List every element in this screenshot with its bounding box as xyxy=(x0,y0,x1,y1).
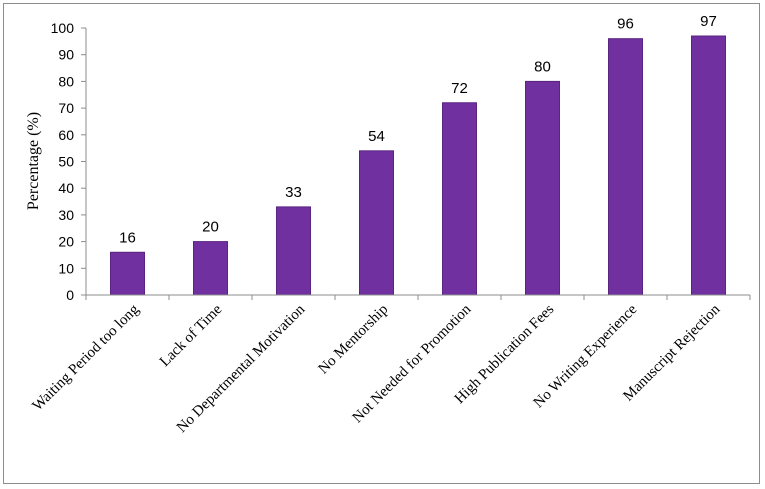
y-tick-label: 70 xyxy=(58,100,74,116)
data-label: 16 xyxy=(119,229,136,246)
bars-group xyxy=(110,35,726,296)
data-label: 80 xyxy=(534,58,551,75)
bar xyxy=(110,251,145,296)
bar xyxy=(276,206,311,296)
data-labels-group: 16 20 33 54 72 80 96 97 xyxy=(119,13,717,246)
y-tick-label: 10 xyxy=(58,260,74,276)
bar xyxy=(193,241,228,296)
x-category-label: Waiting Period too long xyxy=(30,301,143,414)
y-tick-label: 90 xyxy=(58,47,74,63)
y-tick-label: 50 xyxy=(58,154,74,170)
y-axis-label: Percentage (%) xyxy=(25,112,42,210)
bar xyxy=(608,38,643,296)
y-tick-label: 100 xyxy=(51,20,75,36)
y-tick-label: 20 xyxy=(58,234,74,250)
y-axis-ticks: 0 10 20 30 40 50 60 70 80 90 100 xyxy=(51,20,751,303)
bar xyxy=(525,80,560,296)
x-category-label: Lack of Time xyxy=(157,301,226,370)
x-category-label: No Mentorship xyxy=(315,302,391,378)
data-label: 97 xyxy=(700,13,717,30)
bar xyxy=(442,102,477,296)
y-tick-label: 60 xyxy=(58,127,74,143)
bar xyxy=(691,35,726,296)
y-tick-label: 30 xyxy=(58,207,74,223)
data-label: 20 xyxy=(202,219,219,236)
y-tick-label: 0 xyxy=(66,287,74,303)
y-tick-label: 40 xyxy=(58,180,74,196)
bar xyxy=(359,150,394,296)
data-label: 33 xyxy=(285,184,302,201)
data-label: 54 xyxy=(368,128,385,145)
data-label: 96 xyxy=(617,16,634,33)
data-label: 72 xyxy=(451,80,468,97)
y-tick-label: 80 xyxy=(58,73,74,89)
